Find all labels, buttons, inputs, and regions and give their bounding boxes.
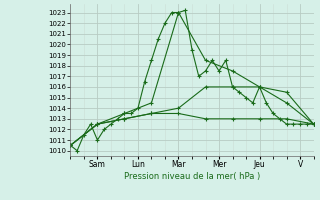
X-axis label: Pression niveau de la mer( hPa ): Pression niveau de la mer( hPa ) [124, 172, 260, 181]
